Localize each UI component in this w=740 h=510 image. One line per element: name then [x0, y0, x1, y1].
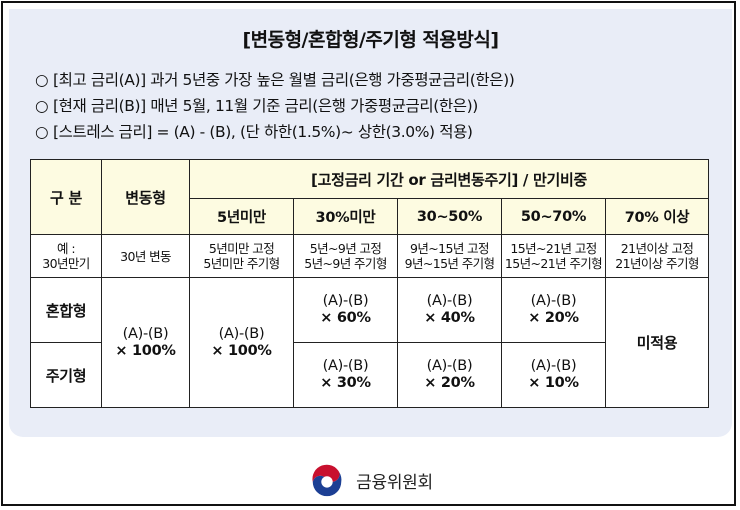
example-line2: 15년~21년 주기형	[504, 256, 603, 271]
bullet-mark: ○	[35, 123, 49, 141]
example-line1: 5년~9년 고정	[309, 241, 382, 256]
calc-multiplier: × 30%	[320, 375, 371, 391]
calc-formula: (A)-(B)	[322, 293, 369, 309]
example-variable: 30년 변동	[101, 234, 190, 278]
bullet-mark: ○	[35, 97, 49, 115]
bullet-item: ○ [최고 금리(A)] 과거 5년중 가장 높은 월별 금리(은행 가중평균금리…	[35, 67, 515, 93]
calc-formula: (A)-(B)	[530, 293, 577, 309]
calc-multiplier: × 20%	[424, 375, 475, 391]
example-cell: 9년~15년 고정 9년~15년 주기형	[397, 234, 502, 278]
periodic-calc: (A)-(B) × 30%	[293, 342, 398, 408]
example-cell: 15년~21년 고정 15년~21년 주기형	[501, 234, 606, 278]
calc-formula: (A)-(B)	[426, 293, 473, 309]
calc-multiplier: × 10%	[528, 375, 579, 391]
example-line2: 9년~15년 주기형	[404, 256, 495, 271]
header-col-under30: 30%미만	[293, 198, 398, 235]
bullet-text: [현재 금리(B)] 매년 5월, 11월 기준 금리(은행 가중평균금리(한은…	[53, 97, 478, 115]
header-col-30-50: 30~50%	[397, 198, 502, 235]
calc-formula: (A)-(B)	[322, 358, 369, 374]
calc-multiplier: × 100%	[211, 342, 272, 359]
bullet-mark: ○	[35, 71, 49, 89]
example-label-line2: 30년만기	[42, 256, 90, 271]
example-line1: 15년~21년 고정	[510, 241, 597, 256]
calc-formula: (A)-(B)	[426, 358, 473, 374]
row-label-periodic: 주기형	[30, 342, 102, 408]
rate-table: 구 분 변동형 [고정금리 기간 or 금리변동주기] / 만기비중 5년미만 …	[30, 159, 710, 408]
calc-multiplier: × 100%	[115, 342, 176, 359]
example-line2: 5년미만 주기형	[203, 256, 280, 271]
example-cell: 5년~9년 고정 5년~9년 주기형	[293, 234, 398, 278]
not-applied-cell: 미적용	[604, 277, 710, 408]
header-variable: 변동형	[101, 159, 190, 235]
example-line1: 21년이상 고정	[620, 241, 694, 256]
calc-multiplier: × 20%	[528, 310, 579, 326]
header-group: [고정금리 기간 or 금리변동주기] / 만기비중	[188, 159, 710, 199]
header-col-50-70: 50~70%	[501, 198, 606, 235]
example-cell: 5년미만 고정 5년미만 주기형	[189, 234, 294, 278]
calc-formula: (A)-(B)	[530, 358, 577, 374]
header-col-under5: 5년미만	[189, 198, 294, 235]
organization-name: 금융위원회	[356, 472, 433, 493]
bullet-list: ○ [최고 금리(A)] 과거 5년중 가장 높은 월별 금리(은행 가중평균금리…	[35, 67, 515, 145]
mixed-calc: (A)-(B) × 60%	[293, 277, 398, 343]
example-line1: 5년미만 고정	[208, 241, 275, 256]
bullet-item: ○ [스트레스 금리] = (A) - (B), (단 하한(1.5%)~ 상한(…	[35, 119, 514, 145]
calc-multiplier: × 40%	[424, 310, 475, 326]
periodic-calc: (A)-(B) × 10%	[501, 342, 606, 408]
header-col-over70: 70% 이상	[604, 198, 710, 235]
bullet-text: [최고 금리(A)] 과거 5년중 가장 높은 월별 금리(은행 가중평균금리(…	[53, 71, 515, 89]
example-line2: 21년이상 주기형	[615, 256, 699, 271]
periodic-calc: (A)-(B) × 20%	[397, 342, 502, 408]
example-cell: 21년이상 고정 21년이상 주기형	[604, 234, 710, 278]
variable-calc: (A)-(B) × 100%	[101, 277, 190, 408]
page-title: [변동형/혼합형/주기형 적용방식]	[242, 29, 499, 51]
footer: 금융위원회	[3, 455, 738, 505]
example-line2: 5년~9년 주기형	[304, 256, 387, 271]
under5-calc: (A)-(B) × 100%	[189, 277, 294, 408]
mixed-calc: (A)-(B) × 40%	[397, 277, 502, 343]
calc-formula: (A)-(B)	[122, 325, 169, 342]
calc-multiplier: × 60%	[320, 310, 371, 326]
bullet-item: ○ [현재 금리(B)] 매년 5월, 11월 기준 금리(은행 가중평균금리(한…	[35, 93, 514, 119]
calc-formula: (A)-(B)	[218, 325, 265, 342]
example-label: 예 :30년만기	[30, 234, 102, 278]
example-label-line1: 예 :	[57, 241, 75, 256]
mixed-calc: (A)-(B) × 20%	[501, 277, 606, 343]
header-category: 구 분	[30, 159, 102, 235]
row-label-mixed: 혼합형	[30, 277, 102, 343]
bullet-text: [스트레스 금리] = (A) - (B), (단 하한(1.5%)~ 상한(3…	[53, 123, 473, 141]
example-line1: 9년~15년 고정	[410, 241, 490, 256]
taegeuk-logo-icon	[310, 463, 344, 497]
